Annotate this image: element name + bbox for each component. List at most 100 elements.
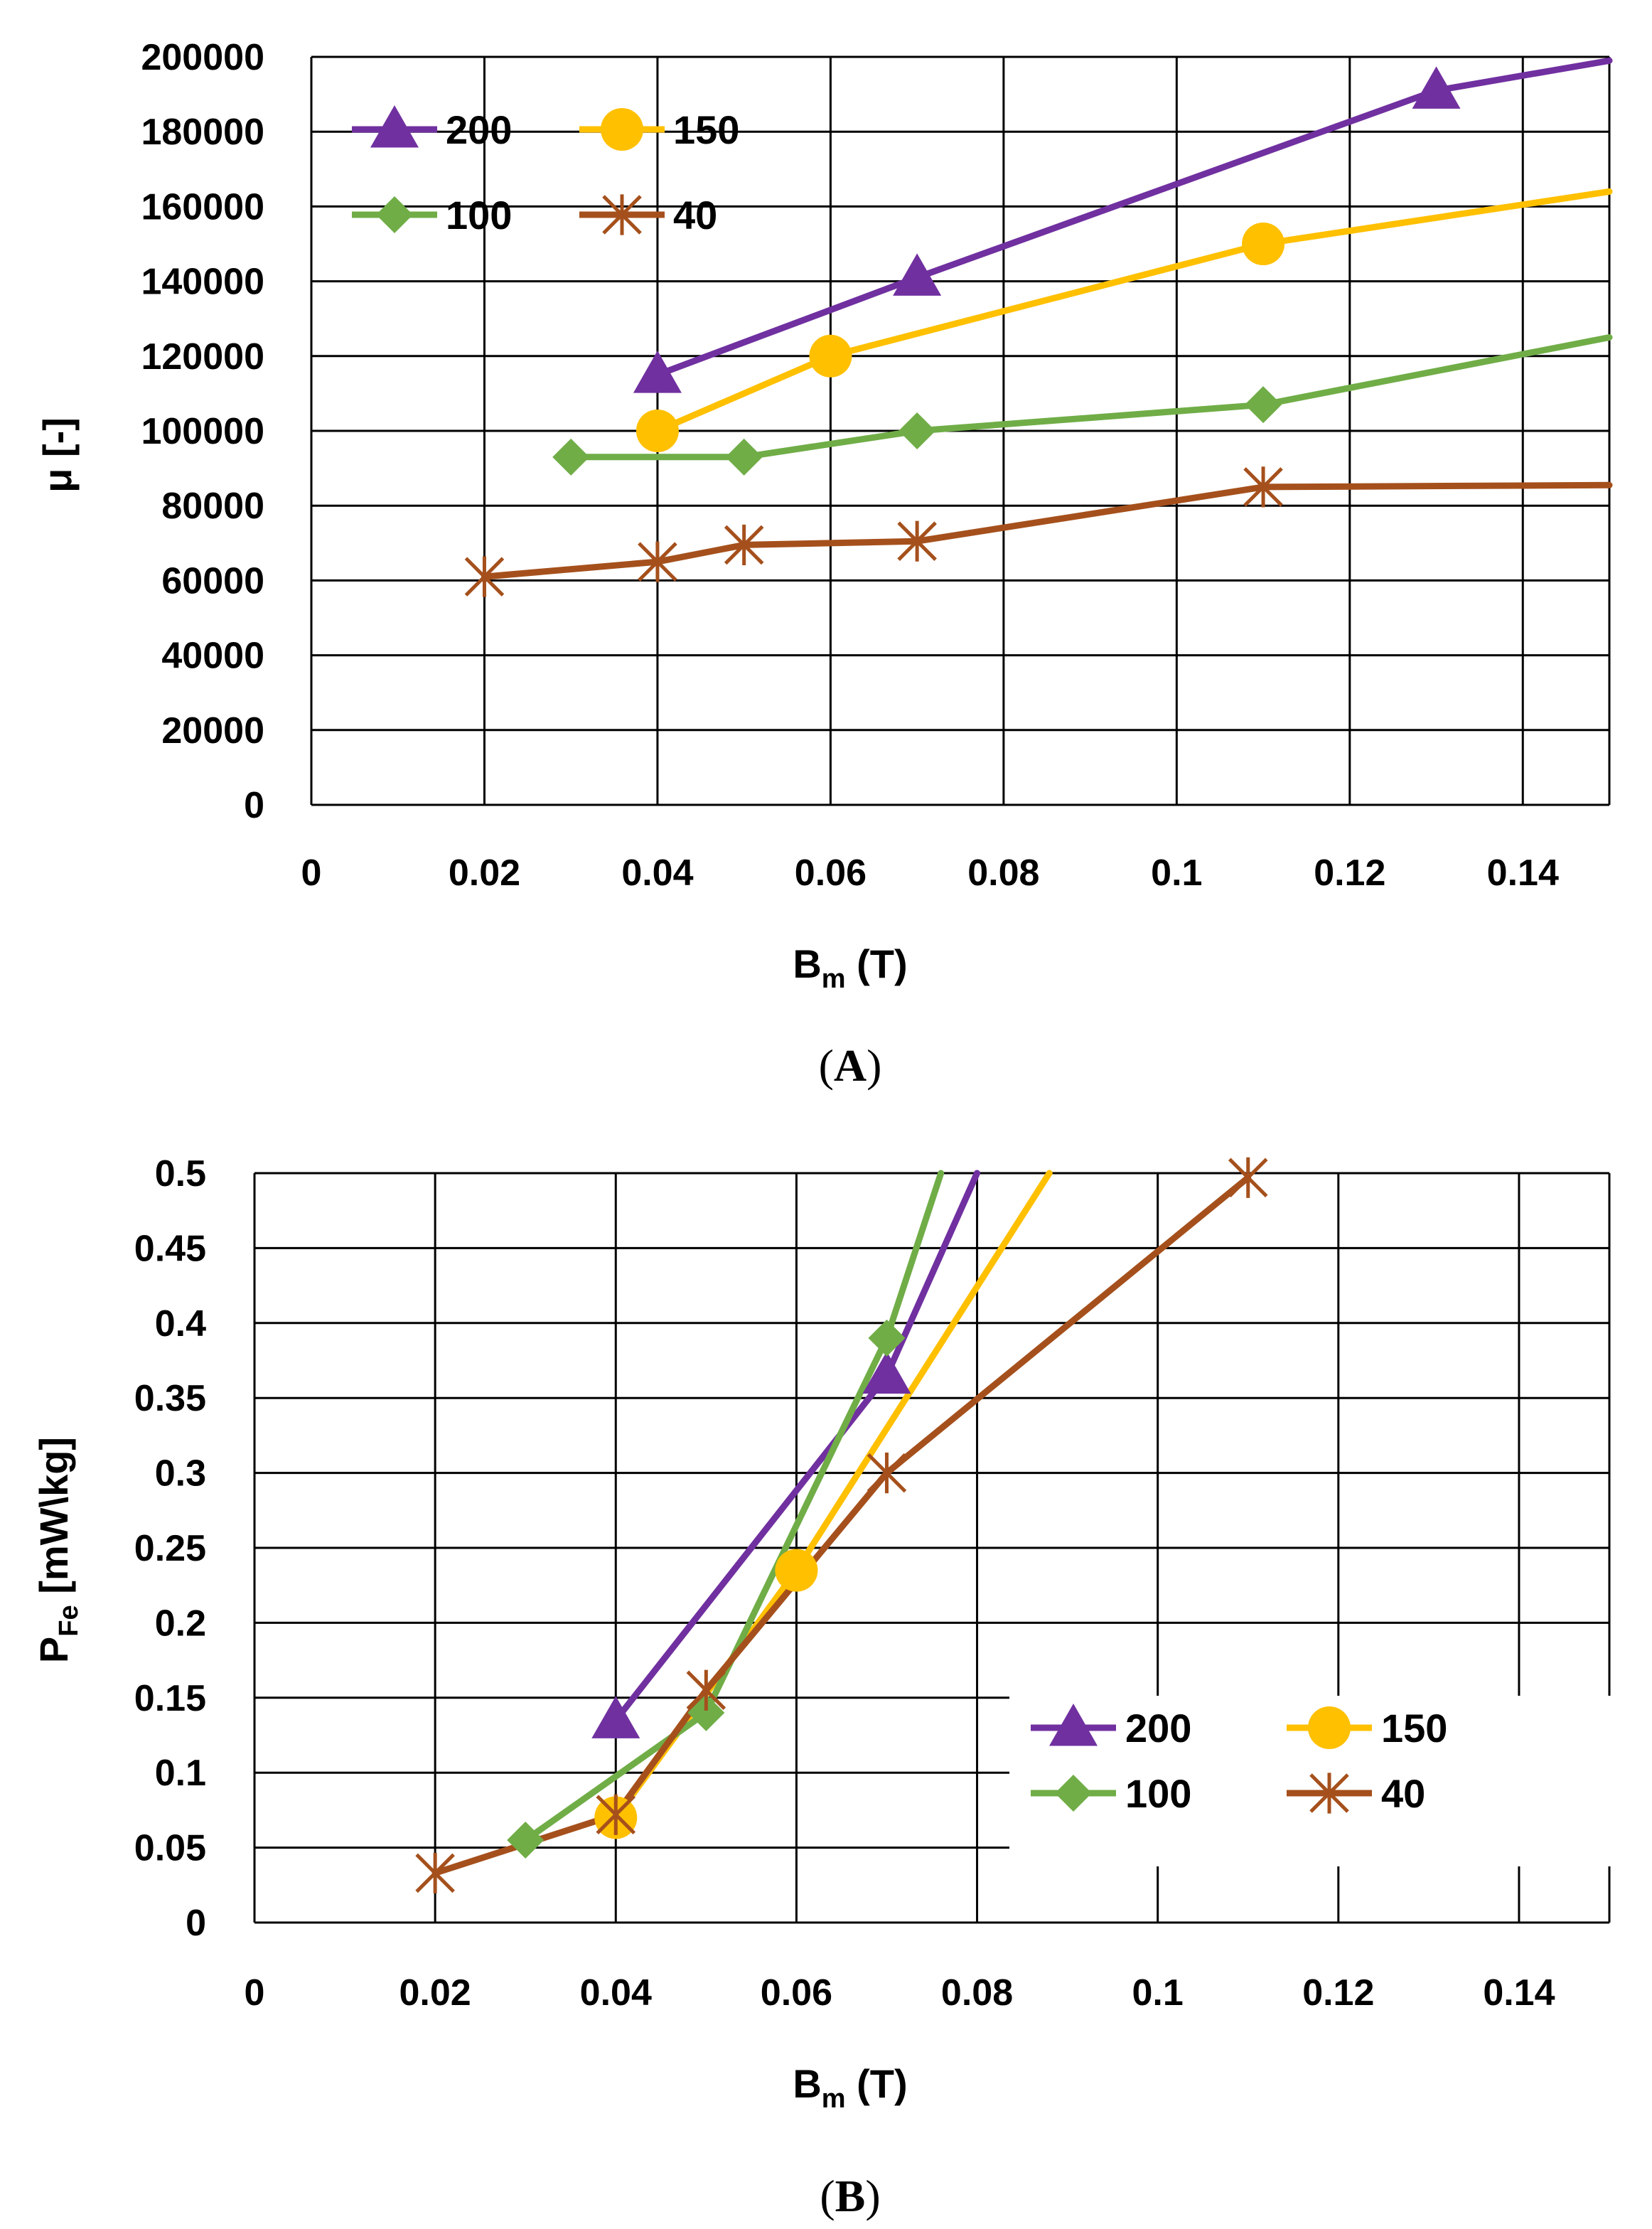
chart-b-tick-labels: 0 0.05 0.1 0.15 0.2 0.25 0.3 0.35 0.4 0.45 0.5 0 0.0… xyxy=(134,1153,1555,2014)
data-point-150 xyxy=(635,410,679,452)
chart-b-series-markers xyxy=(415,1157,1268,1894)
y-tick-label: 140000 xyxy=(141,262,264,303)
series-line-200 xyxy=(654,57,1613,378)
data-point-40 xyxy=(1228,1157,1268,1198)
y-tick-label: 0.45 xyxy=(134,1228,206,1269)
y-tick-label: 0.1 xyxy=(155,1753,206,1794)
chart-b-x-axis-title: Bm (T) xyxy=(793,2061,907,2114)
data-point-200 xyxy=(862,1351,911,1394)
x-tick-label: 0.06 xyxy=(761,1972,832,2014)
chart-a-grid xyxy=(310,55,1611,806)
chart-a-legend: 200 150 100 40 xyxy=(352,105,739,237)
y-tick-label: 20000 xyxy=(161,710,264,752)
chart-a-x-axis-title: Bm (T) xyxy=(793,941,907,994)
x-tick-label: 0 xyxy=(245,1972,265,2014)
y-tick-label: 0 xyxy=(244,785,264,826)
legend-marker-100 xyxy=(376,196,413,233)
x-tick-label: 0 xyxy=(301,852,322,894)
data-point-200 xyxy=(591,1696,640,1738)
y-tick-label: 0.05 xyxy=(134,1828,206,1869)
y-tick-label: 0.25 xyxy=(134,1528,206,1569)
y-tick-label: 0.5 xyxy=(155,1153,206,1194)
data-point-40 xyxy=(1243,466,1283,508)
legend-marker-150 xyxy=(601,108,643,151)
y-tick-label: 80000 xyxy=(161,486,264,527)
x-tick-label: 0.12 xyxy=(1302,1972,1374,2014)
data-point-100 xyxy=(507,1822,545,1859)
data-point-40 xyxy=(686,1669,726,1711)
x-tick-label: 0.1 xyxy=(1132,1972,1184,2014)
legend-marker-100 xyxy=(1055,1775,1092,1812)
series-line-150 xyxy=(654,188,1613,434)
legend-label-150: 150 xyxy=(673,107,739,152)
x-tick-label: 0.02 xyxy=(449,852,520,894)
x-tick-label: 0.08 xyxy=(941,1972,1013,2014)
x-tick-label: 0.04 xyxy=(580,1972,652,2014)
data-point-100 xyxy=(1245,386,1282,424)
x-tick-label: 0.04 xyxy=(621,852,693,894)
x-tick-label: 0.14 xyxy=(1487,852,1559,894)
y-tick-label: 100000 xyxy=(141,411,264,452)
data-point-200 xyxy=(633,351,682,393)
y-tick-label: 0.35 xyxy=(134,1378,206,1419)
x-tick-label: 0.14 xyxy=(1483,1972,1555,2014)
y-tick-label: 180000 xyxy=(141,112,264,153)
data-point-100 xyxy=(687,1694,725,1731)
chart-b-legend: 200 150 100 40 xyxy=(1009,1696,1642,1866)
legend-label-200: 200 xyxy=(1125,1706,1191,1750)
x-tick-label: 0.12 xyxy=(1314,852,1385,894)
legend-label-40: 40 xyxy=(1381,1771,1425,1816)
data-point-100 xyxy=(725,438,763,476)
chart-b-caption: (B) xyxy=(820,2171,880,2221)
data-point-200 xyxy=(1412,66,1461,109)
legend-marker-200 xyxy=(370,105,419,148)
x-tick-label: 0.1 xyxy=(1151,852,1202,894)
y-tick-label: 40000 xyxy=(161,636,264,677)
y-tick-label: 0.2 xyxy=(155,1603,206,1644)
chart-a-caption: (A) xyxy=(819,1040,882,1091)
y-tick-label: 200000 xyxy=(141,37,264,78)
y-tick-label: 0.3 xyxy=(155,1453,206,1495)
y-tick-label: 60000 xyxy=(161,560,264,602)
legend-label-100: 100 xyxy=(446,193,512,237)
data-point-40 xyxy=(897,520,937,562)
data-point-200 xyxy=(893,253,942,296)
data-point-40 xyxy=(638,541,677,582)
y-tick-label: 160000 xyxy=(141,186,264,228)
chart-b: 0 0.05 0.1 0.15 0.2 0.25 0.3 0.35 0.4 0.45 0.5 0 0.0… xyxy=(31,1153,1642,2221)
legend-marker-200 xyxy=(1049,1704,1098,1746)
chart-a-series-markers xyxy=(464,66,1461,597)
series-line-40 xyxy=(481,481,1613,580)
y-tick-label: 0 xyxy=(186,1903,206,1944)
legend-label-100: 100 xyxy=(1125,1771,1191,1816)
chart-a-y-axis-title: μ [-] xyxy=(35,417,80,493)
data-point-100 xyxy=(552,438,590,476)
legend-label-200: 200 xyxy=(446,107,512,152)
data-point-150 xyxy=(775,1549,818,1592)
legend-label-150: 150 xyxy=(1381,1706,1447,1750)
legend-marker-40 xyxy=(602,194,642,235)
data-point-40 xyxy=(724,524,764,566)
series-line-100 xyxy=(522,1170,945,1844)
data-point-100 xyxy=(899,412,936,449)
chart-a-tick-labels: 0 20000 40000 60000 80000 100000 120000 140000 1… xyxy=(141,37,1558,894)
legend-marker-40 xyxy=(1309,1773,1349,1814)
legend-marker-150 xyxy=(1308,1706,1351,1749)
chart-a: 0 20000 40000 60000 80000 100000 120000 140000 1… xyxy=(35,37,1613,1091)
y-tick-label: 120000 xyxy=(141,336,264,378)
x-tick-label: 0.06 xyxy=(795,852,867,894)
data-point-150 xyxy=(1242,223,1285,265)
data-point-40 xyxy=(464,556,505,597)
data-point-40 xyxy=(415,1852,455,1894)
chart-b-y-axis-title: PFe [mW\kg] xyxy=(31,1437,84,1663)
data-point-100 xyxy=(868,1319,906,1357)
data-point-40 xyxy=(867,1453,907,1494)
x-tick-label: 0.08 xyxy=(967,852,1039,894)
chart-a-series-lines xyxy=(481,57,1613,580)
x-tick-label: 0.02 xyxy=(399,1972,471,2014)
data-point-150 xyxy=(809,334,852,378)
data-point-40 xyxy=(596,1794,636,1835)
y-tick-label: 0.15 xyxy=(134,1678,206,1719)
legend-label-40: 40 xyxy=(673,193,717,237)
